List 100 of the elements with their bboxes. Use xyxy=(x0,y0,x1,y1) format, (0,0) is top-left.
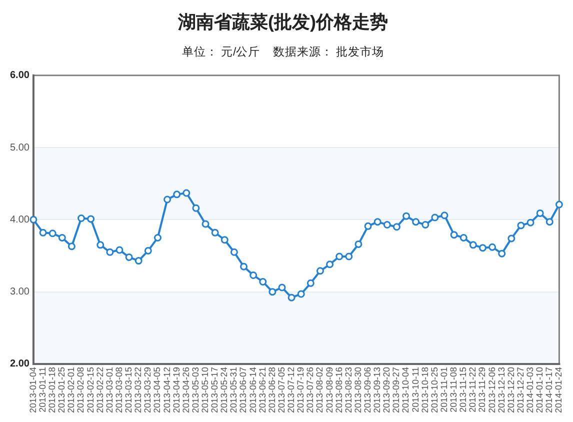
point xyxy=(268,288,276,296)
point xyxy=(68,242,76,250)
x-tick-label: 2013-03-01 xyxy=(104,366,114,414)
x-tick-label: 2013-02-01 xyxy=(66,366,76,414)
point xyxy=(450,231,458,239)
point xyxy=(488,243,496,251)
point xyxy=(202,220,210,228)
x-tick-label: 2013-06-21 xyxy=(257,366,268,414)
x-tick-label: 2013-08-30 xyxy=(352,366,363,414)
x-tick-label: 2013-05-17 xyxy=(210,366,220,414)
point xyxy=(259,278,267,286)
y-tick-label: 2.00 xyxy=(10,358,30,370)
point xyxy=(469,241,477,249)
point xyxy=(402,212,410,220)
x-tick-label: 2013-05-31 xyxy=(228,366,239,414)
x-tick-label: 2013-11-08 xyxy=(448,366,459,412)
point xyxy=(87,215,95,223)
x-tick-label: 2013-07-26 xyxy=(305,366,316,414)
point xyxy=(422,220,430,228)
point xyxy=(240,262,248,270)
x-tick-label: 2013-07-12 xyxy=(286,366,296,414)
chart-subtitle: 单位： 元/公斤 数据来源： 批发市场 xyxy=(182,44,384,59)
point xyxy=(106,248,114,256)
point xyxy=(555,200,563,208)
point xyxy=(30,216,38,224)
point xyxy=(182,189,190,197)
point xyxy=(250,271,258,279)
x-tick-label: 2013-11-22 xyxy=(468,366,478,412)
x-tick-label: 2013-09-27 xyxy=(391,366,402,414)
point xyxy=(478,244,486,252)
point xyxy=(354,240,362,248)
x-tick-label: 2013-10-11 xyxy=(410,366,420,412)
x-tick-label: 2013-12-13 xyxy=(496,366,506,414)
point xyxy=(48,230,56,238)
point xyxy=(460,234,468,242)
y-tick-label: 5.00 xyxy=(10,142,30,154)
point xyxy=(297,290,305,298)
x-tick-label: 2013-05-03 xyxy=(190,366,200,414)
x-tick-label: 2014-01-17 xyxy=(544,366,554,414)
x-tick-label: 2013-04-26 xyxy=(180,366,191,414)
x-tick-label: 2013-08-16 xyxy=(334,366,344,414)
point xyxy=(288,294,296,302)
point xyxy=(383,220,391,228)
x-tick-label: 2013-04-05 xyxy=(152,366,162,414)
x-tick-label: 2014-01-24 xyxy=(554,366,564,414)
x-tick-label: 2013-08-02 xyxy=(314,366,325,414)
point xyxy=(316,267,324,275)
point xyxy=(192,204,200,212)
point xyxy=(306,279,314,287)
point xyxy=(125,253,133,261)
point xyxy=(498,250,506,258)
point xyxy=(278,284,286,292)
point xyxy=(345,252,353,260)
x-tick-label: 2013-11-29 xyxy=(477,366,488,412)
point xyxy=(546,218,554,226)
point xyxy=(517,222,525,230)
x-tick-label: 2013-03-29 xyxy=(142,366,153,414)
x-tick-label: 2013-09-06 xyxy=(362,366,373,414)
x-tick-label: 2013-01-11 xyxy=(38,366,48,412)
x-tick-label: 2013-02-08 xyxy=(76,366,86,414)
x-tick-label: 2013-06-28 xyxy=(266,366,277,414)
point xyxy=(78,214,86,222)
x-tick-label: 2013-06-14 xyxy=(248,366,258,414)
point xyxy=(58,234,66,242)
point xyxy=(508,234,516,242)
point xyxy=(154,234,162,242)
x-tick-label: 2013-05-24 xyxy=(219,366,230,414)
point xyxy=(440,212,448,220)
point xyxy=(364,222,372,230)
x-tick-label: 2013-02-15 xyxy=(85,366,96,414)
x-tick-label: 2014-01-03 xyxy=(525,366,536,414)
x-tick-label: 2013-08-23 xyxy=(343,366,354,414)
x-tick-label: 2013-07-19 xyxy=(296,366,306,414)
x-tick-label: 2013-09-13 xyxy=(372,366,382,414)
point xyxy=(134,257,142,265)
x-tick-label: 2013-03-08 xyxy=(114,366,124,414)
point xyxy=(164,196,172,204)
point xyxy=(392,223,400,231)
x-tick-label: 2013-03-22 xyxy=(133,366,144,414)
point xyxy=(220,236,228,244)
point xyxy=(211,228,219,236)
x-tick-label: 2013-11-15 xyxy=(458,366,468,412)
chart-title: 湖南省蔬菜(批发)价格走势 xyxy=(177,12,388,32)
x-tick-label: 2013-04-19 xyxy=(171,366,182,414)
x-tick-label: 2013-10-18 xyxy=(420,366,430,414)
point xyxy=(336,252,344,260)
point xyxy=(144,246,152,254)
x-tick-label: 2013-07-05 xyxy=(276,366,286,414)
x-tick-label: 2013-12-06 xyxy=(486,366,497,414)
x-tick-label: 2013-01-18 xyxy=(47,366,58,414)
point xyxy=(536,209,544,217)
x-tick-label: 2013-04-12 xyxy=(162,366,172,414)
point xyxy=(526,218,534,226)
y-tick-label: 6.00 xyxy=(10,70,30,82)
x-tick-label: 2013-09-20 xyxy=(382,366,392,414)
point xyxy=(412,218,420,226)
point xyxy=(326,260,334,268)
y-tick-label: 3.00 xyxy=(10,286,30,298)
x-tick-label: 2013-12-27 xyxy=(515,366,526,414)
x-tick-label: 2013-11-01 xyxy=(438,366,449,412)
